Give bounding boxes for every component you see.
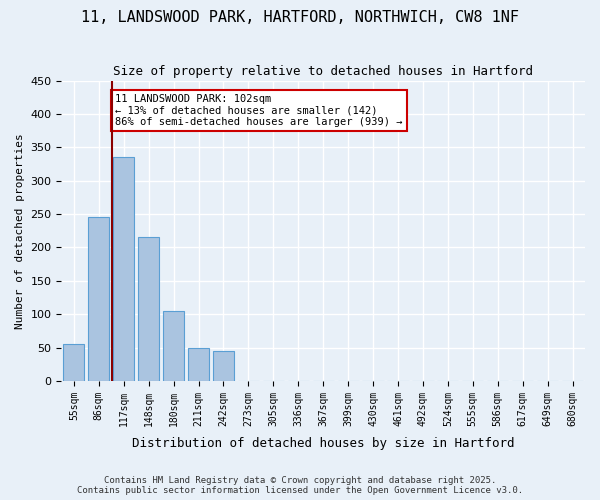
Y-axis label: Number of detached properties: Number of detached properties [15, 133, 25, 328]
Text: 11 LANDSWOOD PARK: 102sqm
← 13% of detached houses are smaller (142)
86% of semi: 11 LANDSWOOD PARK: 102sqm ← 13% of detac… [115, 94, 403, 127]
Bar [188, 348, 209, 381]
Text: Contains HM Land Registry data © Crown copyright and database right 2025.
Contai: Contains HM Land Registry data © Crown c… [77, 476, 523, 495]
X-axis label: Distribution of detached houses by size in Hartford: Distribution of detached houses by size … [132, 437, 514, 450]
Bar [63, 344, 85, 381]
Bar [88, 218, 109, 381]
Text: 11, LANDSWOOD PARK, HARTFORD, NORTHWICH, CW8 1NF: 11, LANDSWOOD PARK, HARTFORD, NORTHWICH,… [81, 10, 519, 25]
Title: Size of property relative to detached houses in Hartford: Size of property relative to detached ho… [113, 65, 533, 78]
Bar [113, 158, 134, 381]
Bar [163, 311, 184, 381]
Bar [213, 351, 234, 381]
Bar [138, 238, 159, 381]
